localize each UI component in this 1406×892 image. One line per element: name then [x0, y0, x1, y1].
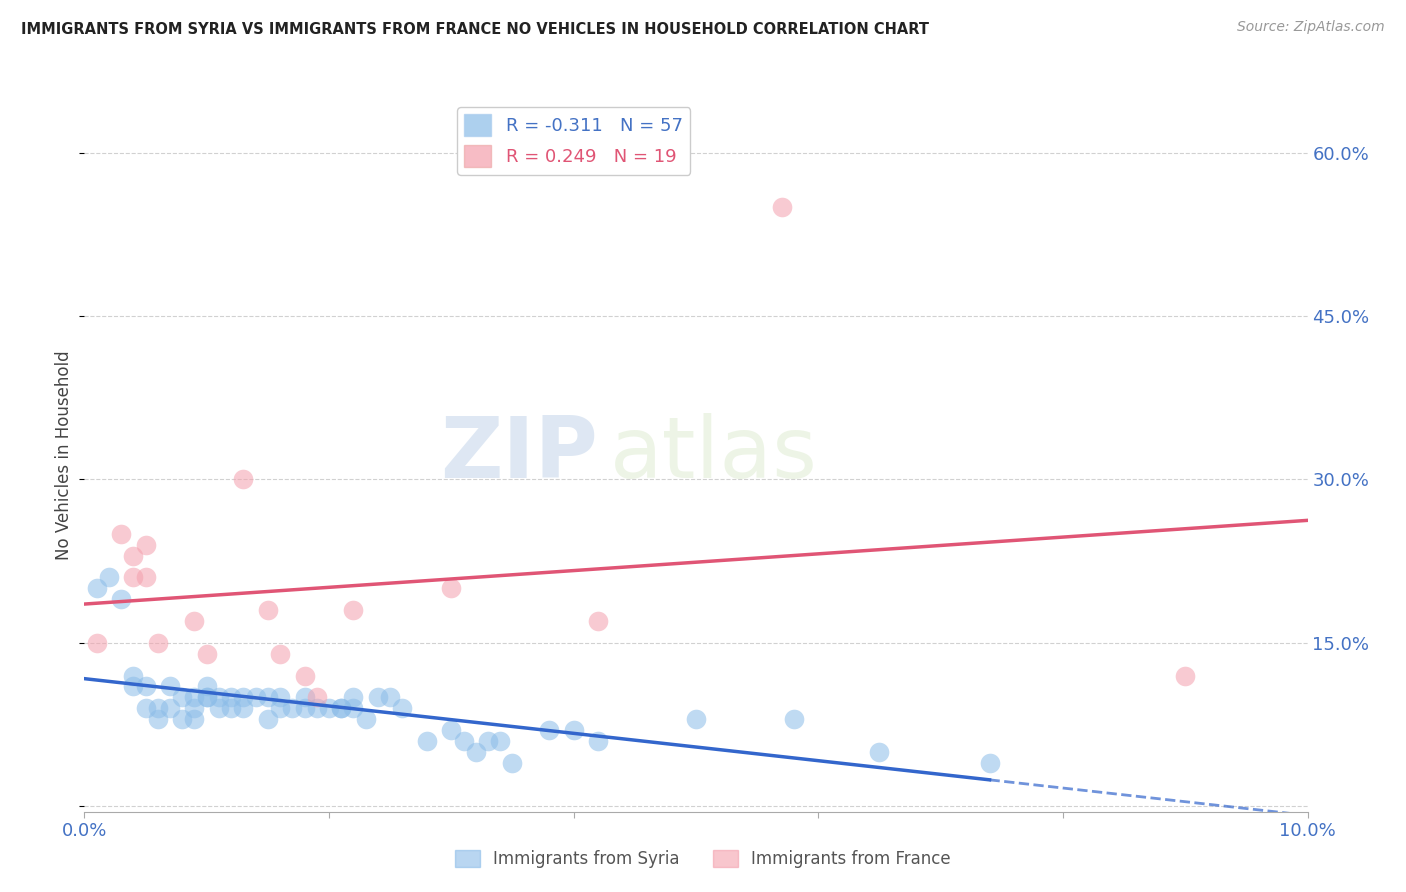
Y-axis label: No Vehicles in Household: No Vehicles in Household: [55, 350, 73, 560]
Point: [195, 680, 218, 694]
Point: [538, 723, 561, 737]
Point: [342, 701, 364, 715]
Point: [232, 701, 254, 715]
Point: [110, 527, 132, 541]
Point: [183, 614, 205, 628]
Point: [195, 690, 218, 705]
Point: [453, 734, 475, 748]
Point: [122, 570, 145, 584]
Point: [477, 734, 499, 748]
Point: [979, 756, 1001, 770]
Point: [232, 472, 254, 486]
Text: ZIP: ZIP: [440, 413, 598, 497]
Point: [172, 712, 194, 726]
Point: [440, 582, 463, 596]
Point: [183, 712, 205, 726]
Text: IMMIGRANTS FROM SYRIA VS IMMIGRANTS FROM FRANCE NO VEHICLES IN HOUSEHOLD CORRELA: IMMIGRANTS FROM SYRIA VS IMMIGRANTS FROM…: [21, 22, 929, 37]
Point: [97, 570, 120, 584]
Point: [257, 603, 280, 617]
Text: atlas: atlas: [610, 413, 818, 497]
Point: [257, 712, 280, 726]
Point: [783, 712, 806, 726]
Point: [195, 690, 218, 705]
Point: [172, 690, 194, 705]
Point: [294, 701, 316, 715]
Point: [146, 712, 169, 726]
Legend: Immigrants from Syria, Immigrants from France: Immigrants from Syria, Immigrants from F…: [449, 843, 957, 875]
Point: [122, 680, 145, 694]
Point: [380, 690, 402, 705]
Point: [135, 570, 157, 584]
Point: [135, 701, 157, 715]
Point: [294, 668, 316, 682]
Point: [135, 538, 157, 552]
Point: [354, 712, 377, 726]
Point: [305, 701, 328, 715]
Point: [208, 690, 231, 705]
Point: [562, 723, 585, 737]
Point: [245, 690, 267, 705]
Point: [330, 701, 353, 715]
Point: [86, 582, 108, 596]
Point: [440, 723, 463, 737]
Point: [159, 680, 181, 694]
Point: [770, 200, 793, 214]
Point: [208, 701, 231, 715]
Point: [269, 701, 291, 715]
Point: [330, 701, 353, 715]
Point: [294, 690, 316, 705]
Point: [367, 690, 389, 705]
Point: [305, 690, 328, 705]
Point: [86, 636, 108, 650]
Point: [183, 701, 205, 715]
Point: [416, 734, 439, 748]
Point: [183, 690, 205, 705]
Point: [110, 592, 132, 607]
Point: [342, 603, 364, 617]
Point: [685, 712, 707, 726]
Point: [159, 701, 181, 715]
Point: [281, 701, 304, 715]
Point: [122, 549, 145, 563]
Point: [122, 668, 145, 682]
Point: [489, 734, 512, 748]
Point: [146, 636, 169, 650]
Point: [135, 680, 157, 694]
Point: [391, 701, 413, 715]
Text: Source: ZipAtlas.com: Source: ZipAtlas.com: [1237, 20, 1385, 34]
Point: [342, 690, 364, 705]
Point: [1174, 668, 1197, 682]
Point: [257, 690, 280, 705]
Point: [146, 701, 169, 715]
Point: [269, 647, 291, 661]
Point: [195, 647, 218, 661]
Point: [586, 614, 609, 628]
Point: [502, 756, 524, 770]
Point: [869, 745, 891, 759]
Point: [232, 690, 254, 705]
Point: [219, 701, 242, 715]
Point: [219, 690, 242, 705]
Point: [269, 690, 291, 705]
Point: [318, 701, 340, 715]
Point: [586, 734, 609, 748]
Legend: R = -0.311   N = 57, R = 0.249   N = 19: R = -0.311 N = 57, R = 0.249 N = 19: [457, 107, 690, 175]
Point: [464, 745, 486, 759]
